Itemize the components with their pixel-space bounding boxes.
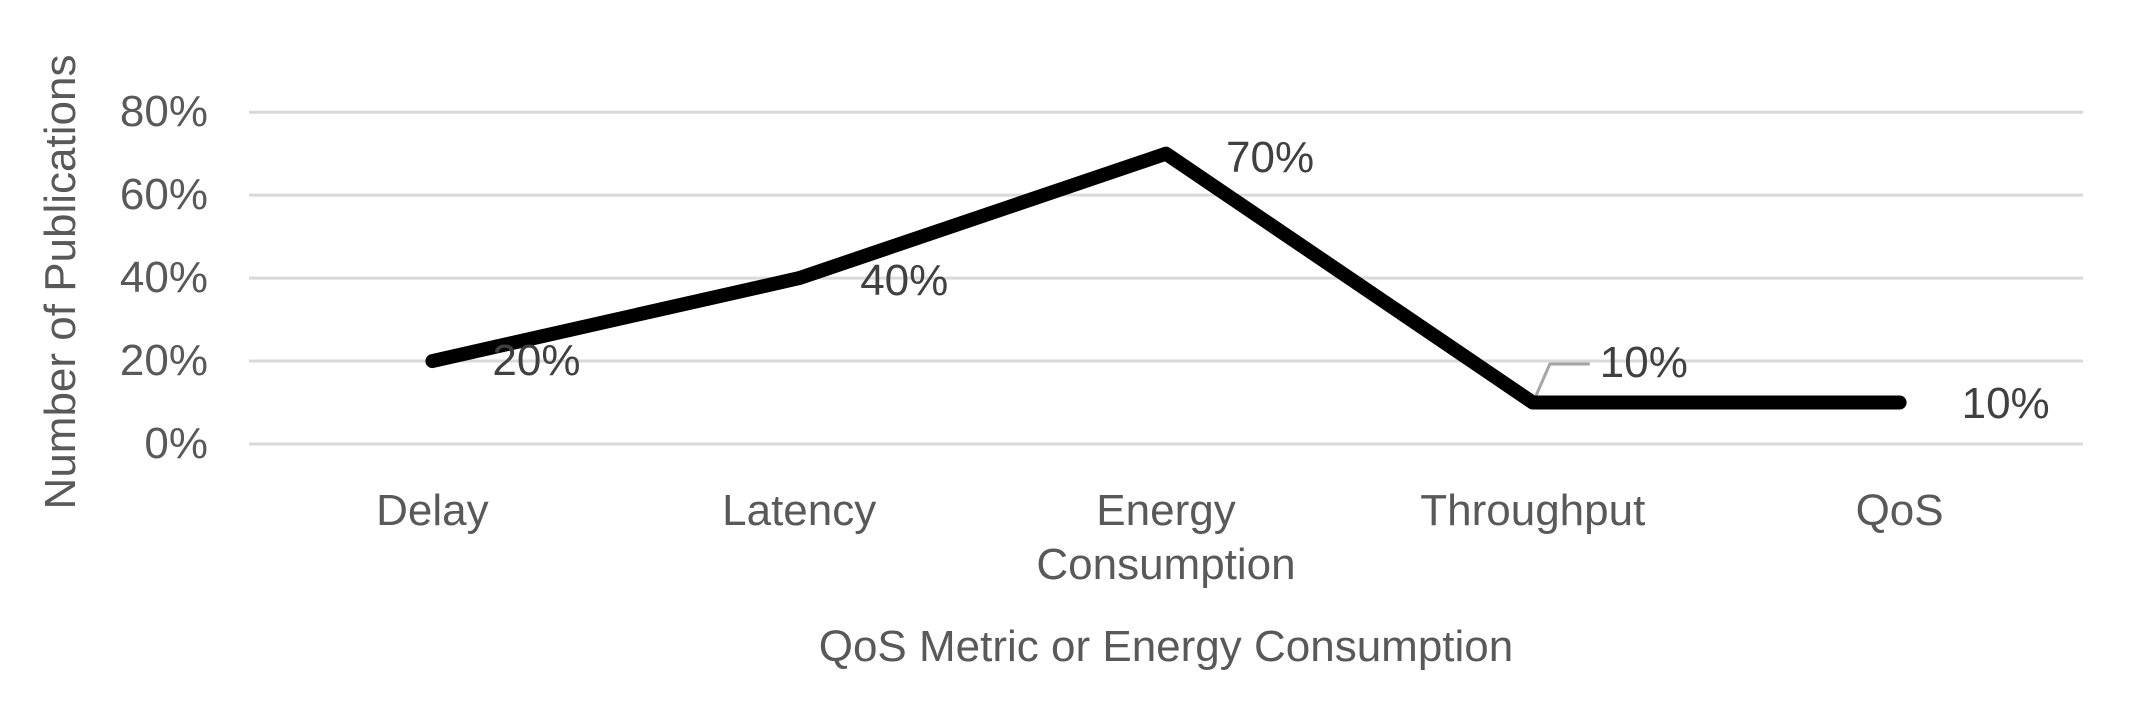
data-label: 10% xyxy=(1599,337,1688,387)
data-label: 70% xyxy=(1226,132,1315,182)
y-tick-label: 0% xyxy=(144,419,208,468)
series-line xyxy=(425,146,1907,410)
category-label: QoS xyxy=(1855,486,1944,535)
category-label: Delay xyxy=(376,486,489,535)
y-tick-label: 20% xyxy=(119,336,208,386)
y-axis-title: Number of Publications xyxy=(36,54,85,510)
leader-line xyxy=(1533,362,1590,400)
data-label: 20% xyxy=(492,336,581,386)
y-tick-label: 40% xyxy=(119,253,208,303)
data-label: 40% xyxy=(860,256,949,306)
y-tick-label: 60% xyxy=(119,170,208,220)
data-label: 10% xyxy=(1961,378,2050,428)
category-label: Throughput xyxy=(1420,486,1646,535)
x-axis-title: QoS Metric or Energy Consumption xyxy=(818,622,1514,671)
category-label: Latency xyxy=(722,486,877,535)
y-tick-label: 80% xyxy=(119,87,208,137)
category-label: Energy Consumption xyxy=(1036,486,1296,589)
